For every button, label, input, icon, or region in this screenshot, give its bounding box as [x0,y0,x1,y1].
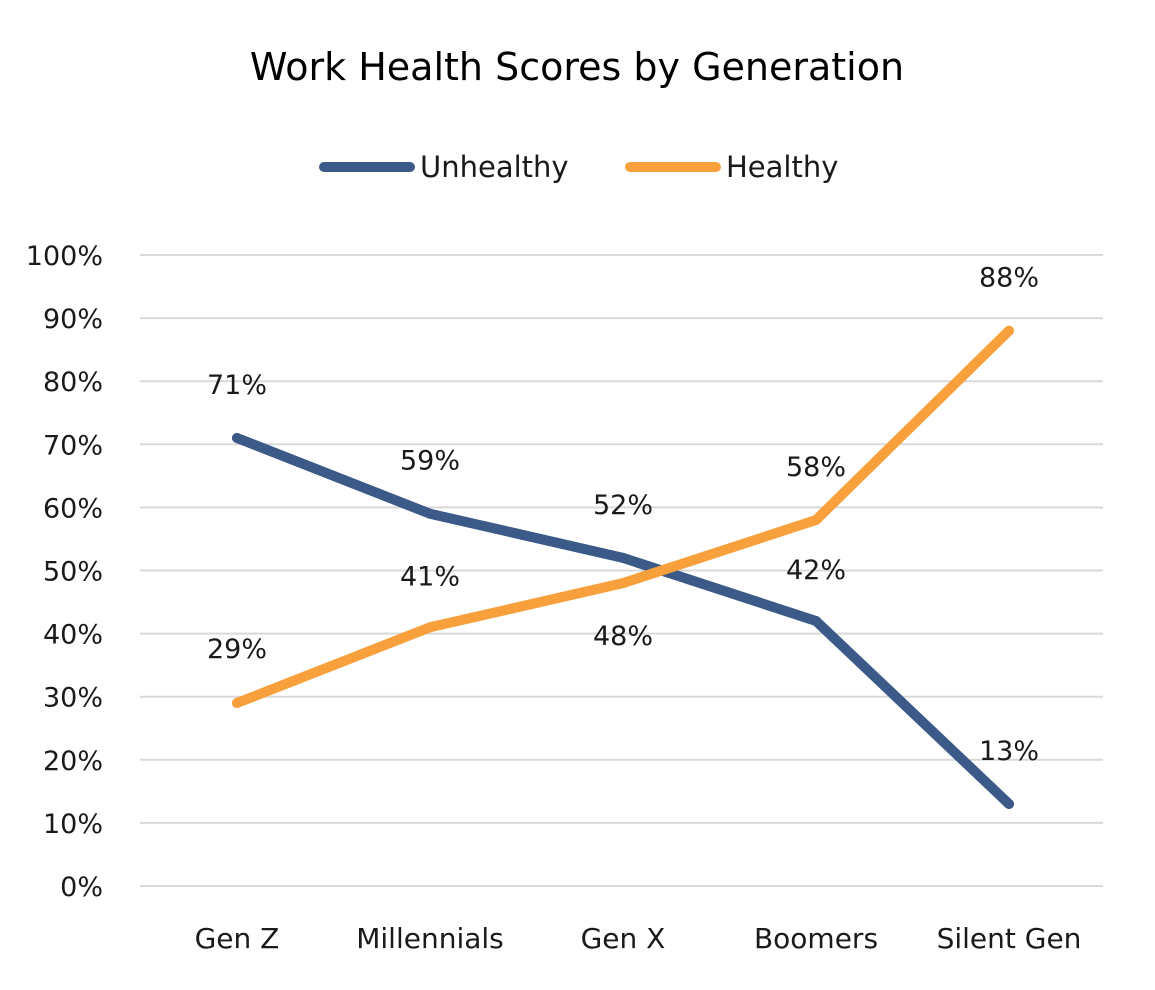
y-tick-label: 30% [43,683,103,714]
y-tick-label: 90% [43,304,103,335]
legend-label: Healthy [726,150,838,184]
data-point-unhealthy [618,552,628,563]
data-label-unhealthy: 42% [786,555,846,586]
legend-label: Unhealthy [420,150,569,184]
data-point-unhealthy [425,508,435,519]
data-label-healthy: 58% [786,452,846,483]
y-tick-label: 80% [43,367,103,398]
legend-item-unhealthy: Unhealthy [319,150,569,184]
data-point-healthy [618,578,628,589]
y-tick-label: 70% [43,430,103,461]
legend-item-healthy: Healthy [625,150,838,184]
data-point-unhealthy [811,615,821,626]
x-category-label: Silent Gen [937,922,1082,955]
y-tick-label: 20% [43,746,103,777]
legend: Unhealthy Healthy [319,150,838,184]
data-label-healthy: 88% [979,263,1039,294]
series-lines [232,325,1014,809]
data-label-unhealthy: 59% [400,446,460,477]
y-axis-tick-labels: 0% 10% 20% 30% 40% 50% 60% 70% 80% 90% 100% [26,241,103,903]
data-label-unhealthy: 71% [207,370,267,401]
chart-title: Work Health Scores by Generation [250,45,904,89]
y-tick-label: 60% [43,493,103,524]
data-point-healthy [811,515,821,526]
x-category-label: Millennials [356,922,504,955]
x-axis-category-labels: Gen Z Millennials Gen X Boomers Silent Gen [195,922,1082,955]
y-tick-label: 100% [26,241,103,272]
y-tick-label: 50% [43,557,103,588]
data-labels: 71% 29% 59% 41% 52% 48% 42% 58% 13% 88% [207,263,1039,767]
y-tick-label: 0% [60,872,103,903]
data-point-healthy [425,622,435,633]
data-label-unhealthy: 52% [593,490,653,521]
data-point-unhealthy [232,432,242,443]
y-tick-label: 10% [43,809,103,840]
x-category-label: Boomers [754,922,878,955]
data-label-unhealthy: 13% [979,736,1039,767]
data-label-healthy: 41% [400,561,460,592]
data-point-healthy [232,698,242,709]
gridlines [140,254,1103,887]
data-point-unhealthy [1004,798,1014,809]
data-label-healthy: 29% [207,634,267,665]
x-category-label: Gen X [581,922,666,955]
data-label-healthy: 48% [593,621,653,652]
y-tick-label: 40% [43,620,103,651]
x-category-label: Gen Z [195,922,280,955]
data-point-healthy [1004,325,1014,336]
